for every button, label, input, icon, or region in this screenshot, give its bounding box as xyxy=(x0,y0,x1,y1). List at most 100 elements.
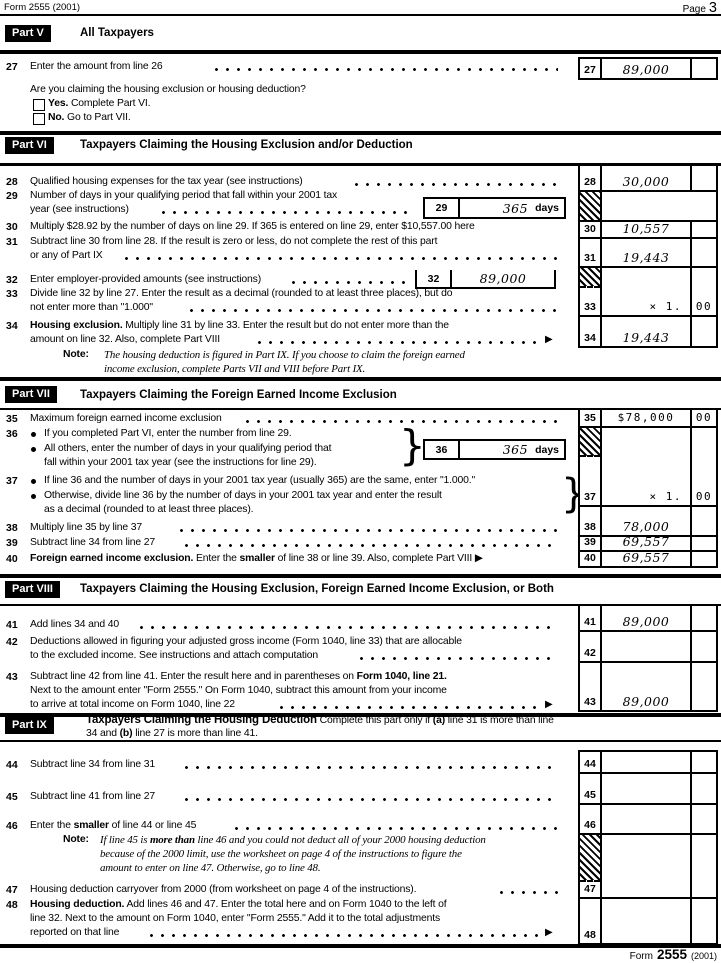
line-44-number: 44 xyxy=(6,759,18,771)
line-41-amount-cell[interactable]: 89,000 xyxy=(602,606,692,632)
line-40-cents-cell[interactable] xyxy=(692,552,718,568)
arrowhead-icon: ▶ xyxy=(545,334,553,345)
line-27-text: Enter the amount from line 26 xyxy=(30,61,163,72)
line-29-days-field[interactable]: 365 days xyxy=(460,199,564,217)
line-29-blank-cell xyxy=(602,192,692,222)
line-29-number: 29 xyxy=(6,190,18,202)
line-27-cents-cell[interactable] xyxy=(692,57,718,80)
line-41-cents-cell[interactable] xyxy=(692,606,718,632)
line-36-days-field[interactable]: 365 days xyxy=(460,441,564,458)
line-28-text: Qualified housing expenses for the tax y… xyxy=(30,176,303,187)
line-44-number-cell: 44 xyxy=(578,750,602,774)
line-48-amount-cell[interactable] xyxy=(602,899,692,945)
days-unit-label: days xyxy=(535,443,559,456)
line-40-amount-cell[interactable]: 69,557 xyxy=(602,551,692,568)
line-44-cents-cell[interactable] xyxy=(692,750,718,774)
footer-form-id: Form 2555 (2001) xyxy=(630,947,717,962)
line-31-amount-cell[interactable]: 19,443 xyxy=(602,239,692,268)
line-36-number: 36 xyxy=(6,428,18,440)
line-34-cents-cell[interactable] xyxy=(692,317,718,348)
line-34-number-cell: 34 xyxy=(578,317,602,348)
line-34-amount-cell[interactable]: 19,443 xyxy=(602,317,692,348)
line-37-text: Otherwise, divide line 36 by the number … xyxy=(44,490,442,501)
dot-leader xyxy=(215,68,558,72)
line-27-number-cell: 27 xyxy=(578,57,602,80)
part-vi-note: The housing deduction is figured in Part… xyxy=(104,349,465,361)
line-33-cents-cell[interactable]: 00 xyxy=(692,268,718,317)
line-47-number: 47 xyxy=(6,884,18,896)
part-vi-title: Taxpayers Claiming the Housing Exclusion… xyxy=(80,139,413,151)
line-45-number: 45 xyxy=(6,791,18,803)
line-29-text: year (see instructions) xyxy=(30,204,129,215)
line-43-amount-cell[interactable]: 89,000 xyxy=(602,663,692,712)
line-31-cents-cell[interactable] xyxy=(692,239,718,268)
dot-leader xyxy=(190,309,558,313)
line-28-cents-cell[interactable] xyxy=(692,166,718,192)
line-39-number: 39 xyxy=(6,537,18,549)
line-47-cents-cell[interactable] xyxy=(692,835,718,899)
line-45-amount-cell[interactable] xyxy=(602,774,692,805)
line-28-number: 28 xyxy=(6,176,18,188)
line-42-number: 42 xyxy=(6,636,18,648)
line-45-cents-cell[interactable] xyxy=(692,774,718,805)
line-34-number: 34 xyxy=(6,320,18,332)
line-42-cents-cell[interactable] xyxy=(692,632,718,663)
dot-leader xyxy=(235,827,558,831)
line-40-number-cell: 40 xyxy=(578,552,602,568)
part-v-badge: Part V xyxy=(5,25,51,42)
line-39-text: Subtract line 34 from line 27 xyxy=(30,537,156,548)
line-46-amount-cell[interactable] xyxy=(602,805,692,835)
line-48-text: line 32. Next to the amount on Form 1040… xyxy=(30,913,441,924)
dot-leader xyxy=(246,420,558,424)
note-hatched-cell xyxy=(580,835,600,882)
line-36-text: If you completed Part VI, enter the numb… xyxy=(44,428,292,439)
line-32-box-number: 32 xyxy=(417,270,452,287)
line-30-number-cell: 30 xyxy=(578,222,602,239)
line-39-amount-cell[interactable]: 69,557 xyxy=(602,535,692,552)
yes-checkbox[interactable] xyxy=(33,99,45,111)
dot-leader xyxy=(162,211,415,215)
line-43-cents-cell[interactable] xyxy=(692,663,718,712)
line-43-text: to arrive at total income on Form 1040, … xyxy=(30,699,235,710)
line-46-cents-cell[interactable] xyxy=(692,805,718,835)
line-44-amount-cell[interactable] xyxy=(602,750,692,774)
line-38-cents-cell[interactable] xyxy=(692,507,718,537)
line-30-amount-cell[interactable]: 10,557 xyxy=(602,222,692,239)
line-47-amount-cell[interactable] xyxy=(602,835,692,899)
part-viii-title: Taxpayers Claiming the Housing Exclusion… xyxy=(80,583,554,595)
line-34-text: amount on line 32. Also, complete Part V… xyxy=(30,334,220,345)
line-32-amount-field[interactable]: 89,000 xyxy=(452,270,554,287)
line-35-number: 35 xyxy=(6,413,18,425)
line-45-number-cell: 45 xyxy=(578,774,602,805)
divider xyxy=(0,14,721,16)
line-28-amount-cell[interactable]: 30,000 xyxy=(602,166,692,192)
line-47-text: Housing deduction carryover from 2000 (f… xyxy=(30,884,417,895)
line-29-hatched-cell xyxy=(578,192,602,222)
line-37-amount-cell[interactable]: × 1. xyxy=(602,428,692,507)
line-38-amount-cell[interactable]: 78,000 xyxy=(602,507,692,537)
line-48-cents-cell[interactable] xyxy=(692,899,718,945)
line-37-cents-cell[interactable]: 00 xyxy=(692,428,718,507)
line-35-cents-cell[interactable]: 00 xyxy=(692,410,718,428)
part-vii-badge: Part VII xyxy=(5,386,57,403)
line-40-text: Foreign earned income exclusion. Enter t… xyxy=(30,553,483,564)
line-46-number: 46 xyxy=(6,820,18,832)
line-35-amount-cell[interactable]: $78,000 xyxy=(602,410,692,428)
line-36-text: fall within your 2001 tax year (see the … xyxy=(44,457,317,468)
line-33-amount-cell[interactable]: × 1. xyxy=(602,268,692,317)
line-32-number: 32 xyxy=(6,274,18,286)
line-37-text: as a decimal (rounded to at least three … xyxy=(44,504,254,515)
part-ix-note: If line 45 is more than line 46 and you … xyxy=(100,834,486,846)
divider xyxy=(0,574,721,578)
line-43-number-cell: 43 xyxy=(578,663,602,712)
line-42-number-cell: 42 xyxy=(578,632,602,663)
line-39-cents-cell[interactable] xyxy=(692,537,718,552)
line-31-text: Subtract line 30 from line 28. If the re… xyxy=(30,236,438,247)
line-27-amount-cell[interactable]: 89,000 xyxy=(602,57,692,80)
line-38-number: 38 xyxy=(6,522,18,534)
line-30-number: 30 xyxy=(6,221,18,233)
line-42-amount-cell[interactable] xyxy=(602,632,692,663)
no-checkbox[interactable] xyxy=(33,113,45,125)
divider xyxy=(0,377,721,381)
line-30-cents-cell[interactable] xyxy=(692,222,718,239)
